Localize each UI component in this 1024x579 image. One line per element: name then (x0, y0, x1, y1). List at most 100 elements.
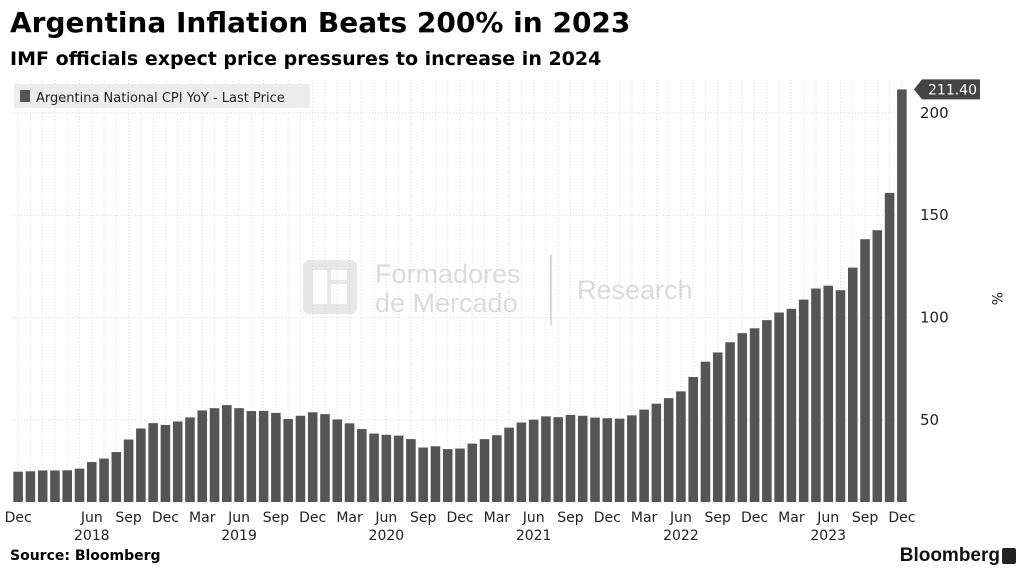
x-tick-label: Sep (410, 510, 437, 526)
legend: Argentina National CPI YoY - Last Price (14, 84, 310, 108)
bar (172, 421, 183, 502)
y-axis-label: % (988, 292, 1004, 305)
bar (197, 410, 208, 502)
bar (823, 285, 834, 502)
bar (136, 428, 146, 502)
bar (774, 312, 784, 502)
last-value-tag-shape (914, 79, 980, 100)
bar (614, 418, 625, 502)
x-tick-label: Mar (631, 510, 658, 526)
bar (25, 471, 36, 502)
bar (393, 435, 404, 502)
y-axis: 50 100 150 200 (920, 104, 949, 429)
bar (369, 433, 379, 502)
bar (786, 308, 797, 502)
x-tick-label: Jun (80, 510, 103, 526)
bar (688, 377, 698, 502)
watermark-line2: de Mercado (375, 288, 518, 318)
bar (749, 328, 760, 502)
legend-label: Argentina National CPI YoY - Last Price (36, 91, 285, 106)
bar (406, 439, 416, 502)
bar (148, 423, 158, 502)
y-tick-label: 150 (920, 206, 949, 224)
bar (872, 230, 883, 502)
bar (835, 290, 846, 502)
x-year-label: 2019 (221, 528, 257, 544)
x-tick-label: Dec (741, 510, 768, 526)
bar (663, 398, 674, 502)
x-year-label: 2020 (369, 528, 405, 544)
x-tick-label: Dec (888, 510, 915, 526)
bar (565, 414, 576, 502)
watermark-logo-icon (303, 260, 357, 314)
bar (528, 419, 539, 502)
bar (50, 470, 60, 502)
bar (700, 361, 711, 502)
watermark-word: Research (577, 275, 693, 305)
bar (332, 419, 343, 502)
x-axis: Dec Jun Sep Dec Mar Jun Sep Dec Mar Jun Sep Dec Mar J… (5, 510, 916, 544)
bar (418, 447, 428, 502)
x-tick-label: Sep (263, 510, 290, 526)
bar (185, 417, 195, 502)
bar (99, 458, 109, 502)
x-tick-label: Jun (227, 510, 250, 526)
bar (344, 423, 355, 502)
bar (258, 410, 269, 502)
x-tick-label: Dec (5, 510, 32, 526)
bar (479, 439, 490, 502)
x-tick-label: Dec (299, 510, 326, 526)
bar (712, 352, 723, 502)
x-tick-label: Jun (669, 510, 692, 526)
bar (37, 470, 48, 502)
bar (725, 342, 735, 502)
bar (222, 405, 232, 502)
bar (492, 435, 502, 502)
last-value-tag: 211.40 (914, 79, 980, 100)
x-tick-label: Mar (484, 510, 511, 526)
bar (430, 446, 441, 502)
bar (798, 299, 809, 502)
bar (847, 267, 858, 502)
bar (307, 412, 318, 502)
bar (246, 411, 257, 502)
bar (86, 462, 97, 502)
x-tick-label: Sep (115, 510, 142, 526)
bar (160, 424, 171, 502)
x-tick-label: Sep (852, 510, 879, 526)
bar (811, 288, 821, 502)
bar (504, 427, 514, 502)
bar (541, 416, 551, 502)
bar (234, 408, 244, 502)
x-tick-label: Dec (594, 510, 621, 526)
bar (516, 422, 527, 502)
x-tick-label: Mar (336, 510, 363, 526)
x-tick-label: Mar (778, 510, 805, 526)
chart-subtitle: IMF officials expect price pressures to … (10, 48, 602, 70)
chart-title: Argentina Inflation Beats 200% in 2023 (10, 6, 631, 39)
terminal-icon (1002, 548, 1016, 564)
y-tick-label: 100 (920, 309, 949, 327)
bar (455, 448, 465, 502)
legend-background (14, 84, 310, 108)
watermark: Formadores de Mercado Research (303, 255, 693, 325)
bar (884, 192, 895, 502)
bar (860, 239, 870, 502)
legend-swatch (20, 90, 30, 102)
x-year-label: 2021 (516, 528, 552, 544)
bar (676, 391, 686, 502)
bar (590, 417, 600, 502)
bar (320, 414, 330, 502)
bar (209, 408, 220, 502)
y-tick-label: 50 (920, 411, 939, 429)
bar (651, 403, 662, 502)
watermark-line1: Formadores (375, 259, 521, 289)
bar (762, 320, 772, 502)
brand-logo: Bloomberg (899, 545, 1000, 566)
bar-series (13, 89, 907, 502)
x-tick-label: Jun (522, 510, 545, 526)
x-year-label: 2023 (810, 528, 846, 544)
bar (111, 452, 122, 502)
bar (602, 418, 613, 502)
